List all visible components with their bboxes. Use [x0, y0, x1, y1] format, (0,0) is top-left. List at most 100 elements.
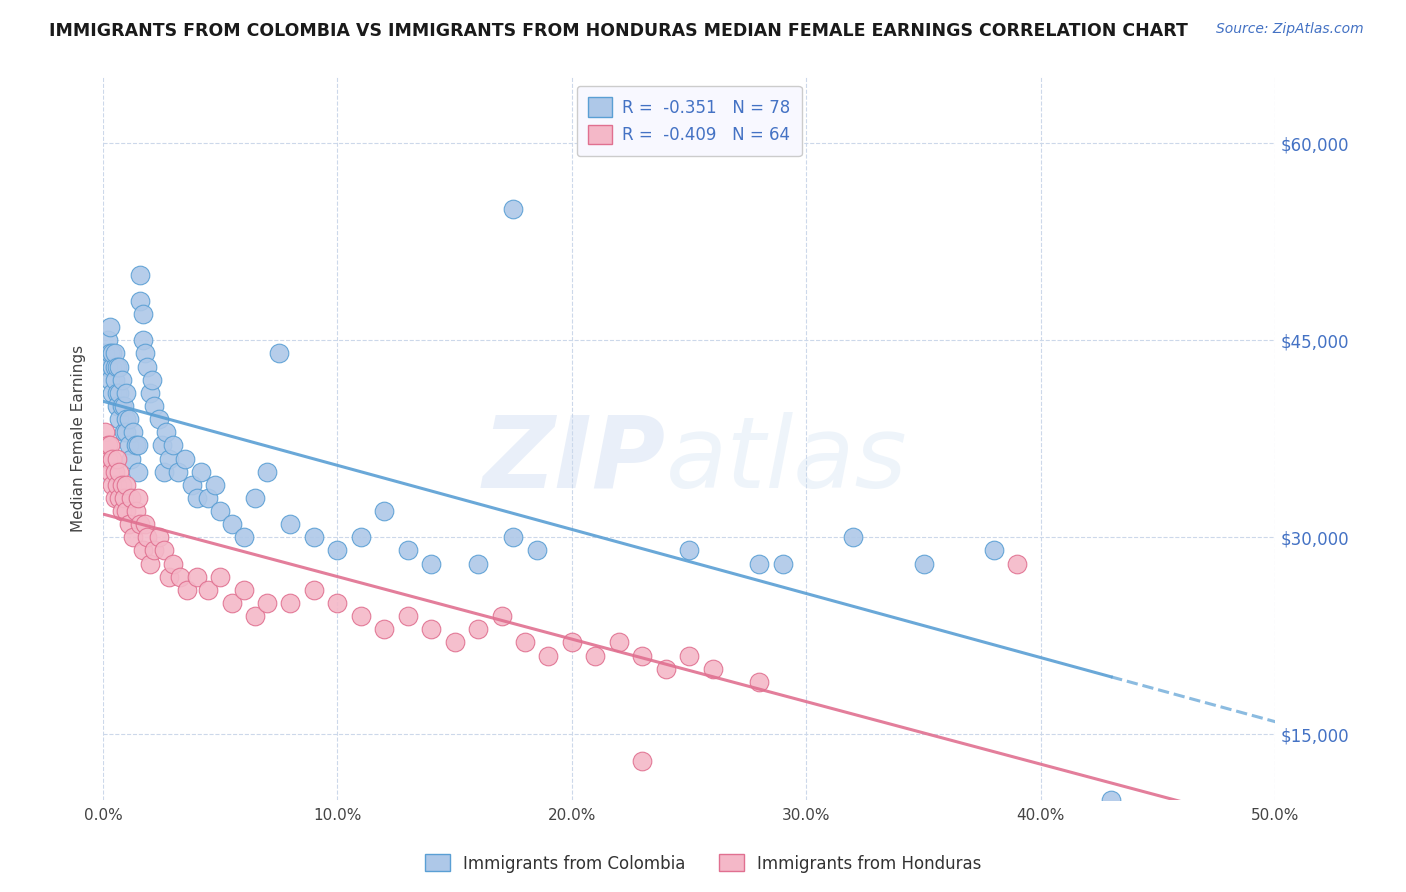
Point: [420, 623, 443, 637]
Point: [118, 438, 141, 452]
Point: [132, 543, 155, 558]
Point: [129, 268, 152, 282]
Point: [108, 412, 131, 426]
Point: [1007, 557, 1029, 571]
Point: [108, 465, 131, 479]
Point: [631, 648, 654, 663]
Point: [101, 477, 124, 491]
Point: [772, 557, 794, 571]
Point: [280, 596, 302, 610]
Point: [678, 648, 700, 663]
Point: [139, 557, 162, 571]
Point: [256, 596, 278, 610]
Point: [108, 385, 131, 400]
Point: [221, 517, 243, 532]
Point: [157, 570, 180, 584]
Point: [104, 346, 127, 360]
Point: [118, 412, 141, 426]
Point: [842, 530, 865, 544]
Point: [115, 412, 138, 426]
Point: [112, 399, 135, 413]
Point: [134, 517, 156, 532]
Point: [186, 491, 208, 505]
Point: [98, 320, 121, 334]
Point: [232, 582, 254, 597]
Text: ZIP: ZIP: [482, 412, 665, 509]
Point: [122, 425, 145, 440]
Point: [654, 662, 676, 676]
Point: [112, 491, 135, 505]
Point: [97, 438, 120, 452]
Point: [167, 465, 190, 479]
Point: [148, 530, 170, 544]
Point: [162, 557, 184, 571]
Point: [111, 477, 134, 491]
Point: [169, 570, 191, 584]
Point: [129, 517, 152, 532]
Point: [153, 543, 176, 558]
Point: [181, 477, 204, 491]
Point: [111, 399, 134, 413]
Point: [104, 359, 127, 374]
Point: [420, 557, 443, 571]
Point: [502, 202, 524, 216]
Point: [136, 530, 159, 544]
Point: [350, 609, 373, 624]
Point: [112, 425, 135, 440]
Point: [139, 385, 162, 400]
Point: [561, 635, 583, 649]
Point: [204, 477, 226, 491]
Point: [105, 385, 128, 400]
Point: [118, 517, 141, 532]
Point: [748, 674, 770, 689]
Point: [98, 438, 121, 452]
Point: [607, 635, 630, 649]
Point: [748, 557, 770, 571]
Point: [97, 451, 120, 466]
Point: [105, 477, 128, 491]
Point: [115, 385, 138, 400]
Point: [1099, 793, 1122, 807]
Point: [115, 477, 138, 491]
Point: [373, 504, 395, 518]
Point: [125, 438, 148, 452]
Point: [120, 451, 142, 466]
Point: [101, 451, 124, 466]
Point: [174, 451, 197, 466]
Point: [396, 609, 419, 624]
Point: [467, 557, 489, 571]
Point: [176, 582, 198, 597]
Point: [502, 530, 524, 544]
Text: atlas: atlas: [665, 412, 907, 509]
Point: [197, 491, 219, 505]
Point: [678, 543, 700, 558]
Point: [396, 543, 419, 558]
Point: [326, 543, 349, 558]
Point: [127, 491, 149, 505]
Point: [373, 623, 395, 637]
Point: [280, 517, 302, 532]
Point: [143, 399, 166, 413]
Point: [162, 438, 184, 452]
Point: [245, 491, 267, 505]
Legend: R =  -0.351   N = 78, R =  -0.409   N = 64: R = -0.351 N = 78, R = -0.409 N = 64: [576, 86, 801, 156]
Point: [350, 530, 373, 544]
Point: [129, 293, 152, 308]
Point: [141, 373, 163, 387]
Point: [150, 438, 173, 452]
Point: [256, 465, 278, 479]
Point: [132, 333, 155, 347]
Point: [467, 623, 489, 637]
Point: [108, 491, 131, 505]
Point: [136, 359, 159, 374]
Point: [94, 425, 117, 440]
Legend: Immigrants from Colombia, Immigrants from Honduras: Immigrants from Colombia, Immigrants fro…: [418, 847, 988, 880]
Point: [583, 648, 606, 663]
Point: [155, 425, 177, 440]
Point: [125, 504, 148, 518]
Point: [98, 373, 121, 387]
Point: [132, 307, 155, 321]
Point: [983, 543, 1005, 558]
Point: [97, 359, 120, 374]
Point: [108, 359, 131, 374]
